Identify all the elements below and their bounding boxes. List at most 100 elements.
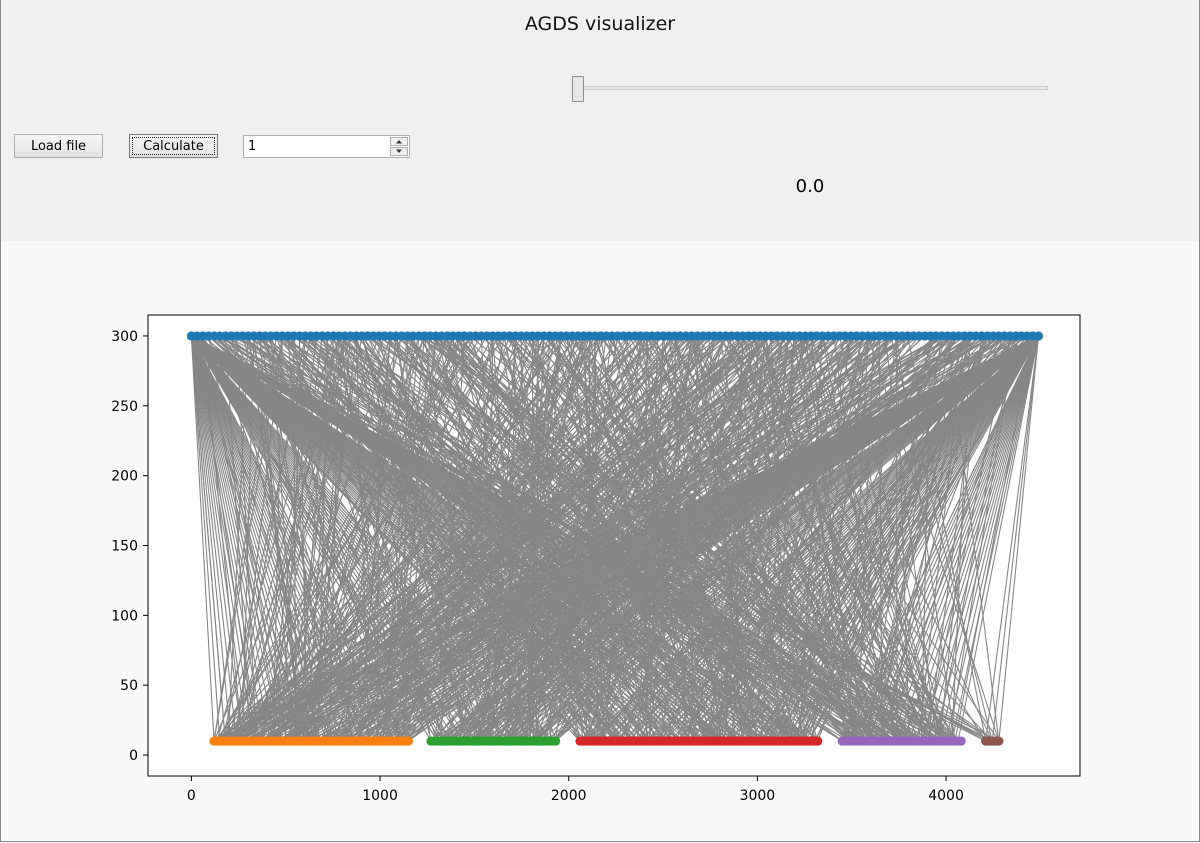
edge-line (957, 335, 1040, 742)
y-tick-label: 250 (111, 399, 138, 415)
edge-line (320, 335, 710, 742)
edge-line (730, 335, 1039, 742)
x-tick-label: 3000 (740, 788, 776, 804)
node-series-group2 (426, 736, 561, 746)
load-file-button[interactable]: Load file (14, 134, 103, 158)
edge-line (278, 335, 1011, 742)
edge-line (190, 335, 283, 742)
edge-line (669, 335, 1039, 742)
value-spinbox[interactable]: 1 (243, 135, 410, 158)
edge-line (191, 335, 689, 742)
x-tick-label: 0 (187, 788, 196, 804)
edge-line (872, 335, 1040, 742)
edge-line (190, 335, 215, 742)
spin-down-button[interactable] (390, 147, 408, 156)
edge-line (191, 335, 731, 742)
y-tick-label: 300 (111, 329, 138, 345)
edge-line (264, 335, 749, 742)
calculate-label: Calculate (143, 138, 204, 154)
edge-line (500, 335, 1022, 742)
edge-line (191, 335, 1000, 742)
edge-line (693, 335, 1039, 742)
edge-line (657, 335, 1039, 742)
edge-line (645, 335, 1039, 742)
edge-line (772, 335, 1039, 742)
edge-line (860, 335, 1039, 742)
edge-line (520, 335, 1039, 742)
spinbox-value[interactable]: 1 (248, 139, 257, 154)
edge-line (340, 335, 556, 742)
edge-line (736, 335, 1039, 742)
edge-line (639, 335, 1039, 742)
edge-line (597, 335, 1039, 742)
edge-line (190, 335, 260, 742)
edge-line (190, 335, 528, 742)
edge-line (668, 335, 723, 742)
edge-line (191, 335, 725, 742)
edge-line (585, 335, 1039, 742)
spin-up-button[interactable] (390, 137, 408, 146)
edge-line (718, 335, 1039, 742)
x-tick-label: 2000 (551, 788, 587, 804)
edge-line (258, 335, 425, 742)
edge-line (190, 335, 322, 742)
slider-track[interactable] (578, 86, 1048, 90)
edge-line (190, 335, 477, 742)
control-panel: AGDS visualizer Load file Calculate 1 0.… (1, 0, 1199, 241)
x-tick-label: 1000 (362, 788, 398, 804)
edge-line (190, 335, 255, 742)
edge-line (190, 335, 432, 742)
edge-line (513, 335, 1039, 742)
edge-line (190, 335, 294, 742)
edge-line (790, 335, 1039, 742)
node-point (813, 736, 823, 746)
edge-line (190, 335, 221, 742)
edge-line (948, 335, 1017, 742)
edge-line (191, 335, 713, 742)
edge-line (446, 335, 795, 742)
node-series-group3 (575, 736, 823, 746)
edge-line (190, 335, 300, 742)
edge-line (742, 335, 929, 742)
edge-line (190, 335, 367, 742)
edge-line (577, 335, 886, 742)
edge-line (190, 335, 277, 742)
edge-line (190, 335, 540, 742)
edge-line (213, 335, 386, 742)
edge-line (705, 335, 1039, 742)
edge-line (475, 335, 1039, 742)
slider-thumb[interactable] (572, 76, 584, 102)
edge-line (914, 335, 1040, 742)
window-title: AGDS visualizer (524, 13, 676, 35)
edge-line (191, 335, 719, 742)
edge-line (663, 335, 1039, 742)
edge-line (405, 335, 1039, 742)
edge-line (615, 335, 1039, 742)
edge-line (190, 335, 232, 742)
node-point (994, 736, 1004, 746)
edge-line (784, 335, 1039, 742)
edge-line (191, 335, 617, 742)
edge-line (991, 335, 1040, 742)
calculate-button[interactable]: Calculate (129, 134, 218, 158)
edge-line (190, 335, 521, 742)
edge-line (191, 335, 707, 742)
edge-line (633, 335, 1039, 742)
node-series-top (186, 331, 1044, 341)
edge-line (481, 335, 1039, 742)
slider-value-label: 0.0 (795, 176, 825, 197)
edge-line (796, 335, 1039, 742)
edge-line (456, 335, 1039, 742)
node-point (956, 736, 966, 746)
edge-line (191, 335, 959, 742)
node-point (403, 736, 413, 746)
edge-line (985, 335, 1040, 742)
edge-line (437, 335, 1039, 742)
edge-line (933, 335, 1040, 742)
y-tick-label: 50 (120, 678, 138, 694)
edge-line (190, 335, 226, 742)
edge-line (651, 335, 1039, 742)
edge-line (449, 335, 1039, 742)
y-tick-label: 100 (111, 608, 138, 624)
edge-line (190, 335, 489, 742)
